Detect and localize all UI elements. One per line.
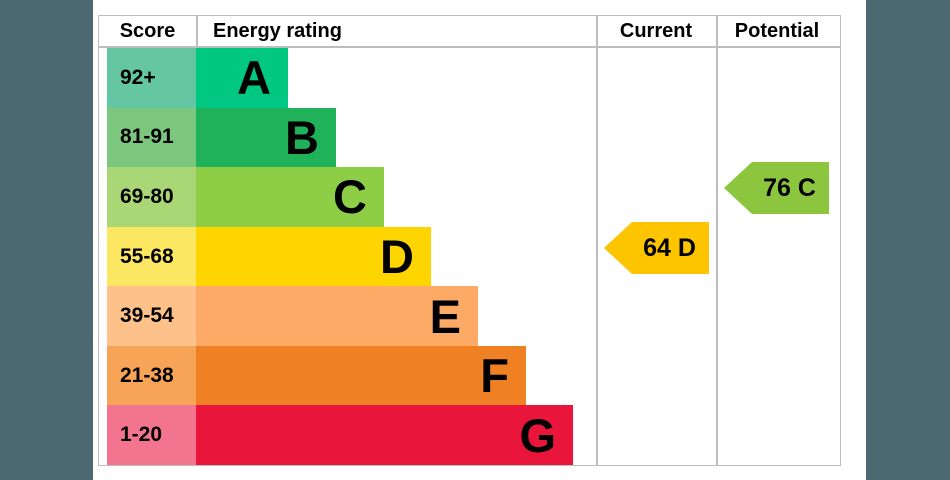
column-divider-current <box>596 16 598 465</box>
band-rows: 92+ A 81-91 B 69-80 C 55-68 D 39-54 <box>99 48 840 466</box>
band-bar: D <box>196 226 431 287</box>
band-row: 69-80 C <box>99 167 840 227</box>
column-divider-potential <box>716 16 718 465</box>
band-bar: C <box>196 167 384 227</box>
current-rating-label: 64 D <box>643 233 696 262</box>
score-range-cell: 55-68 <box>107 226 196 287</box>
band-row: 39-54 E <box>99 286 840 346</box>
score-range-cell: 92+ <box>107 48 196 108</box>
header-potential: Potential <box>734 19 820 42</box>
band-letter-label: F <box>480 349 509 403</box>
score-range-label: 39-54 <box>120 304 174 328</box>
score-range-label: 1-20 <box>120 423 163 447</box>
score-range-cell: 81-91 <box>107 107 196 168</box>
band-bar: G <box>196 405 573 466</box>
band-bar: A <box>196 48 288 108</box>
score-range-label: 55-68 <box>120 244 174 268</box>
band-letter-label: G <box>519 408 556 462</box>
band-letter-label: B <box>285 110 319 164</box>
score-range-cell: 1-20 <box>107 405 196 466</box>
band-letter-label: E <box>429 289 461 343</box>
table-header: Score Energy rating Current Potential <box>99 16 840 48</box>
band-bar: F <box>196 345 526 406</box>
band-letter-label: C <box>333 170 367 224</box>
rating-table: Score Energy rating Current Potential 92… <box>98 15 841 466</box>
band-row: 21-38 F <box>99 345 840 406</box>
score-range-label: 21-38 <box>120 363 174 387</box>
header-energy-rating: Energy rating <box>196 16 596 46</box>
score-range-label: 92+ <box>120 65 156 89</box>
band-bar: B <box>196 107 336 168</box>
score-range-cell: 69-80 <box>107 167 196 227</box>
band-row: 81-91 B <box>99 107 840 168</box>
band-letter-label: D <box>380 230 414 284</box>
band-letter-label: A <box>237 51 271 105</box>
band-bar: E <box>196 286 478 346</box>
score-range-label: 81-91 <box>120 125 174 149</box>
potential-rating-label: 76 C <box>763 173 816 202</box>
score-range-cell: 21-38 <box>107 345 196 406</box>
band-row: 1-20 G <box>99 405 840 466</box>
score-range-label: 69-80 <box>120 184 174 208</box>
header-score: Score <box>119 19 176 42</box>
band-row: 92+ A <box>99 48 840 108</box>
score-range-cell: 39-54 <box>107 286 196 346</box>
header-current: Current <box>619 19 693 42</box>
band-row: 55-68 D <box>99 226 840 287</box>
